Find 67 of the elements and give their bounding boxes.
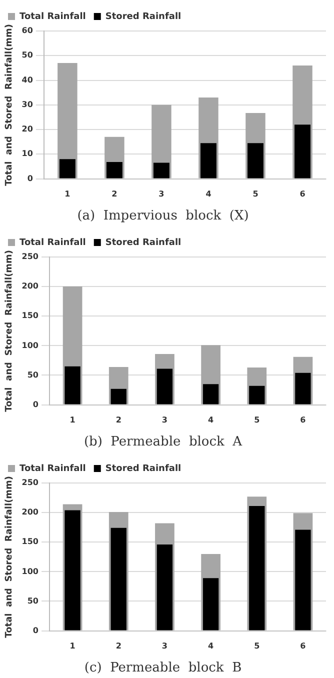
bar	[64, 510, 80, 630]
x-tick-label: 2	[116, 416, 122, 425]
y-tick-label: 200	[22, 282, 39, 291]
x-tick-label: 6	[300, 190, 306, 199]
legend-label: Total Rainfall	[20, 464, 86, 474]
y-tick-label: 20	[22, 124, 34, 134]
bar	[249, 506, 265, 630]
text: (b) Permeable block A	[84, 434, 243, 450]
y-tick-label: 0	[27, 174, 34, 183]
y-tick-label: 100	[22, 340, 39, 350]
y-tick-label: 50	[27, 596, 39, 606]
bar	[202, 578, 219, 630]
bar	[110, 388, 126, 404]
bar	[249, 386, 265, 404]
x-tick-label: 3	[162, 416, 168, 425]
bar	[156, 368, 173, 404]
legend-label: Total Rainfall	[20, 238, 86, 248]
x-tick-label: 5	[252, 190, 259, 199]
y-axis-title: Total and Stored Rainfall(mm)	[4, 24, 15, 186]
bar	[295, 530, 311, 630]
y-tick-label: 150	[22, 311, 39, 320]
y-tick-label: 0	[32, 400, 39, 409]
legend-label: Total Rainfall	[20, 12, 86, 22]
bar	[200, 143, 216, 178]
text: (a) Impervious block (X)	[77, 208, 249, 224]
y-tick-label: 50	[27, 370, 39, 380]
y-tick-label: 0	[32, 626, 39, 635]
bar	[295, 372, 311, 404]
bar	[153, 162, 170, 178]
text: (c) Permeable block B	[84, 660, 242, 676]
x-tick-label: 6	[300, 416, 306, 425]
bar	[247, 143, 264, 178]
y-tick-label: 100	[22, 566, 39, 576]
y-tick-label: 60	[22, 26, 34, 36]
bar	[106, 162, 122, 178]
y-axis-title: Total and Stored Rainfall(mm)	[4, 250, 15, 412]
x-tick-label: 3	[158, 190, 164, 199]
x-tick-label: 4	[206, 190, 212, 199]
y-tick-label: 250	[22, 478, 39, 488]
x-tick-label: 3	[162, 642, 168, 651]
y-tick-label: 200	[22, 508, 39, 517]
y-tick-label: 250	[22, 252, 39, 262]
x-tick-label: 6	[300, 642, 306, 651]
bar	[110, 528, 126, 630]
legend-label: Stored Rainfall	[105, 12, 182, 22]
y-axis-title: Total and Stored Rainfall(mm)	[4, 476, 15, 638]
x-tick-label: 1	[70, 416, 76, 425]
x-tick-label: 4	[208, 642, 214, 651]
legend-label: Stored Rainfall	[105, 464, 182, 474]
x-tick-label: 1	[64, 190, 71, 199]
y-tick-label: 40	[22, 75, 34, 84]
bar	[64, 366, 80, 404]
y-tick-label: 150	[22, 537, 39, 546]
x-tick-label: 2	[112, 190, 118, 199]
x-tick-label: 2	[116, 642, 122, 651]
y-tick-label: 50	[22, 50, 34, 60]
x-tick-label: 1	[70, 642, 76, 651]
legend-label: Stored Rainfall	[105, 238, 182, 248]
bar	[294, 124, 310, 178]
x-tick-label: 5	[254, 642, 260, 651]
x-tick-label: 5	[254, 416, 260, 425]
bar	[156, 544, 173, 630]
y-tick-label: 10	[22, 149, 34, 158]
x-tick-label: 4	[208, 416, 214, 425]
y-tick-label: 30	[22, 100, 34, 109]
bar	[59, 159, 76, 178]
bar	[202, 384, 219, 404]
